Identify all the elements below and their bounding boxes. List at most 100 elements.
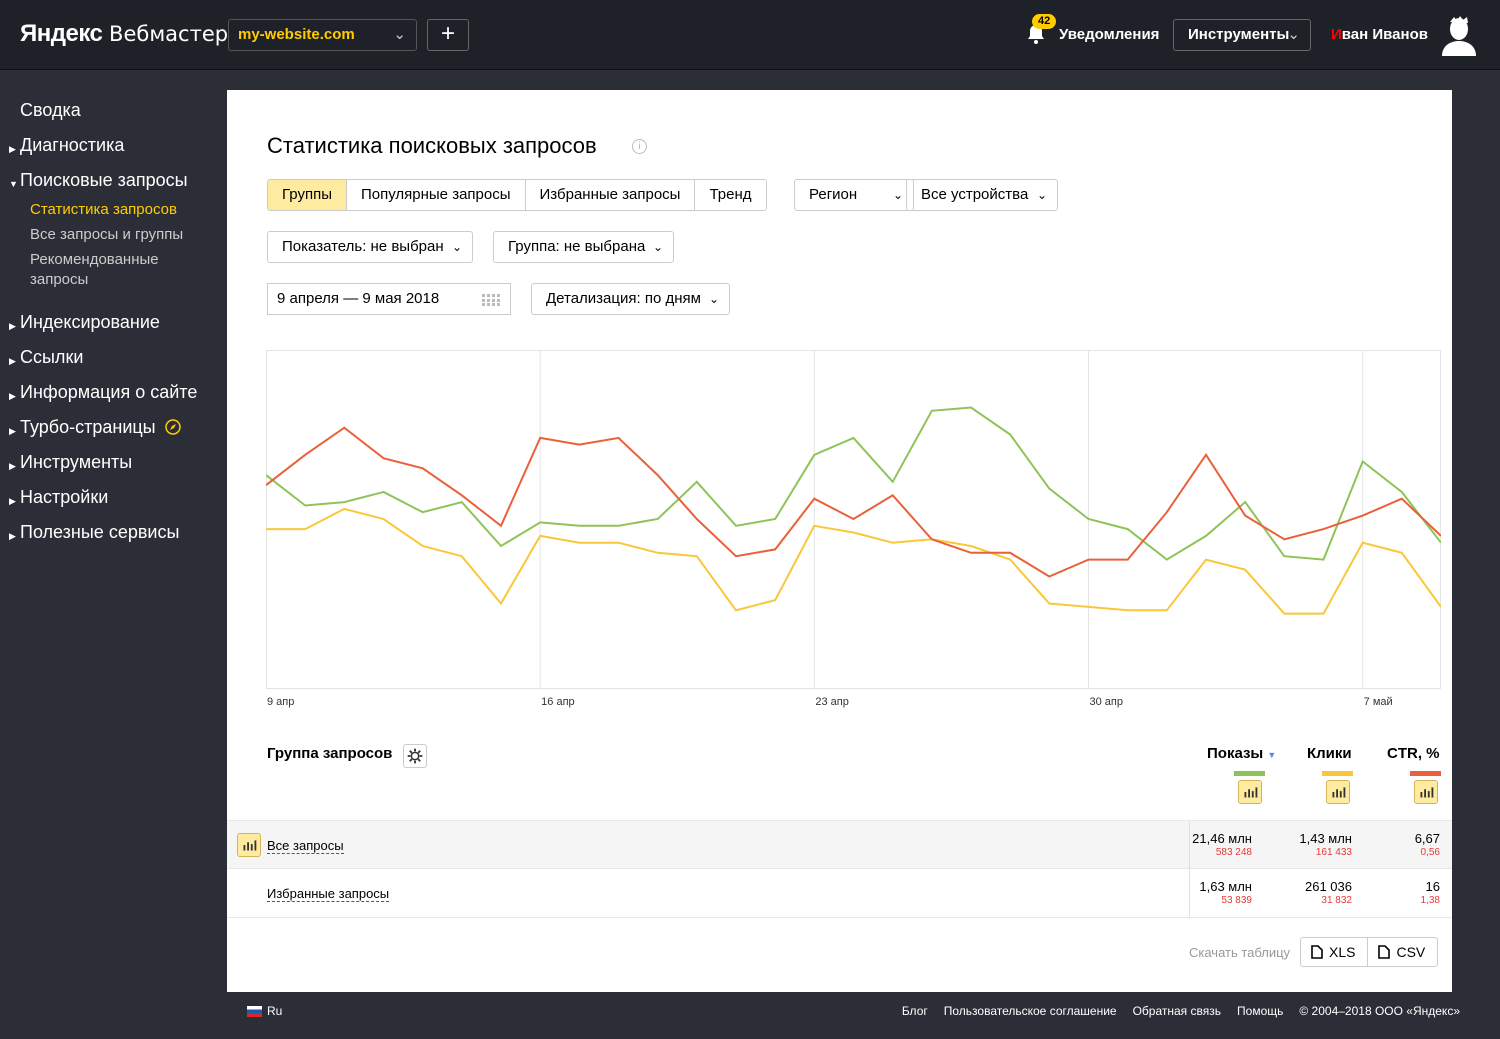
notifications-badge: 42 <box>1032 14 1057 29</box>
chart-toggle-clicks-icon[interactable] <box>1326 780 1350 804</box>
sidebar-subitem-recommended[interactable]: Рекомендованные запросы <box>30 251 159 288</box>
footer: Ru Блог Пользовательское соглашение Обра… <box>0 992 1500 1039</box>
series-line-2 <box>266 426 1441 578</box>
triangle-right-icon: ▶ <box>9 426 16 436</box>
region-dropdown[interactable]: Регион ⌄ <box>794 179 914 211</box>
tab-popular[interactable]: Популярные запросы <box>346 180 526 210</box>
chevron-down-icon: ⌄ <box>1287 26 1300 43</box>
x-tick-label: 30 апр <box>1090 696 1123 708</box>
plot-frame <box>266 350 1441 689</box>
table-row: Все запросы 21,46 млн 583 248 1,43 млн 161… <box>227 820 1452 869</box>
col-impressions-header[interactable]: Показы ▼ <box>1207 745 1277 762</box>
table-group-header: Группа запросов <box>267 745 393 762</box>
sidebar-item-settings[interactable]: ▶ Настройки <box>0 477 226 512</box>
cell-impressions: 1,63 млн 53 839 <box>1199 879 1252 906</box>
russia-flag-icon <box>247 1005 262 1017</box>
chart-toggle-row-icon[interactable] <box>237 833 261 857</box>
site-select[interactable]: my-website.com ⌄ <box>228 19 417 51</box>
triangle-right-icon: ▶ <box>9 356 16 366</box>
download-csv-button[interactable]: CSV <box>1368 938 1437 966</box>
line-chart[interactable]: 9 апр 16 апр 23 апр 30 апр 7 май <box>266 350 1441 730</box>
detail-dropdown[interactable]: Детализация: по дням ⌄ <box>531 283 730 315</box>
calendar-icon[interactable] <box>482 294 500 306</box>
avatar[interactable] <box>1440 14 1478 56</box>
footer-link-agreement[interactable]: Пользовательское соглашение <box>943 1004 1117 1018</box>
chevron-down-icon: ⌄ <box>393 26 406 43</box>
clicks-legend-line <box>1322 771 1353 776</box>
row-label-favorite-queries[interactable]: Избранные запросы <box>267 886 390 902</box>
sidebar-item-links[interactable]: ▶ Ссылки <box>0 337 226 372</box>
chart-toggle-ctr-icon[interactable] <box>1414 780 1438 804</box>
triangle-right-icon: ▶ <box>9 144 16 154</box>
chevron-down-icon: ⌄ <box>652 240 663 254</box>
column-divider <box>1189 869 1190 917</box>
devices-dropdown-label: Все устройства <box>921 186 1029 203</box>
cell-clicks: 1,43 млн 161 433 <box>1299 831 1352 858</box>
gear-icon[interactable] <box>403 744 427 768</box>
site-select-value: my-website.com <box>238 26 355 43</box>
chart-toggle-impressions-icon[interactable] <box>1238 780 1262 804</box>
tab-groups[interactable]: Группы <box>268 180 347 210</box>
row-label-all-queries[interactable]: Все запросы <box>267 838 344 854</box>
x-tick-label: 23 апр <box>815 696 848 708</box>
triangle-right-icon: ▶ <box>9 531 16 541</box>
sidebar-subitem-all-queries[interactable]: Все запросы и группы <box>30 226 184 243</box>
footer-links: Блог Пользовательское соглашение Обратна… <box>902 1004 1460 1018</box>
page-title: Статистика поисковых запросов <box>267 133 597 158</box>
chevron-down-icon: ⌄ <box>451 240 462 254</box>
sidebar-item-site-info[interactable]: ▶ Информация о сайте <box>0 372 226 407</box>
group-dropdown[interactable]: Группа: не выбрана ⌄ <box>493 231 674 263</box>
indicator-dropdown[interactable]: Показатель: не выбран ⌄ <box>267 231 473 263</box>
sidebar-item-search-queries[interactable]: ▼ Поисковые запросы <box>0 160 226 195</box>
sidebar: Сводка ▶ Диагностика ▼ Поисковые запросы С… <box>0 90 226 547</box>
notifications-link[interactable]: Уведомления <box>1059 26 1160 43</box>
footer-link-blog[interactable]: Блог <box>901 1004 928 1018</box>
tools-menu-button[interactable]: Инструменты ⌄ <box>1173 19 1311 51</box>
sidebar-item-diagnostics[interactable]: ▶ Диагностика <box>0 125 226 160</box>
sidebar-subitem-query-stats[interactable]: Статистика запросов <box>30 201 177 218</box>
footer-link-help[interactable]: Помощь <box>1237 1004 1284 1018</box>
indicator-dropdown-label: Показатель: не выбран <box>282 238 444 255</box>
sidebar-item-tools[interactable]: ▶ Инструменты <box>0 442 226 477</box>
sidebar-item-summary[interactable]: Сводка <box>20 100 81 120</box>
region-dropdown-label: Регион <box>809 186 858 203</box>
cell-clicks: 261 036 31 832 <box>1305 879 1352 906</box>
sidebar-item-useful-services[interactable]: ▶ Полезные сервисы <box>0 512 226 547</box>
x-tick-label: 7 май <box>1364 696 1393 708</box>
col-clicks-header[interactable]: Клики <box>1307 745 1352 762</box>
devices-dropdown[interactable]: Все устройства ⌄ <box>906 179 1058 211</box>
triangle-right-icon: ▶ <box>9 496 16 506</box>
x-tick-label: 9 апр <box>267 696 294 708</box>
footer-copyright: © 2004–2018 ООО «Яндекс» <box>1299 1004 1460 1018</box>
cell-impressions: 21,46 млн 583 248 <box>1192 831 1252 858</box>
sidebar-item-turbo[interactable]: ▶ Турбо-страницы <box>0 407 226 442</box>
triangle-right-icon: ▶ <box>9 461 16 471</box>
download-table-label: Скачать таблицу <box>1189 945 1291 960</box>
download-buttons: XLS CSV <box>1300 937 1439 967</box>
cell-ctr: 6,67 0,56 <box>1414 831 1440 858</box>
download-xls-button[interactable]: XLS <box>1301 938 1369 966</box>
date-range-input[interactable]: 9 апреля — 9 мая 2018 <box>267 283 511 315</box>
tab-favorites[interactable]: Избранные запросы <box>525 180 696 210</box>
file-icon <box>1378 945 1391 959</box>
add-site-button[interactable]: + <box>427 19 469 51</box>
tab-trend[interactable]: Тренд <box>695 180 766 210</box>
detail-dropdown-label: Детализация: по дням <box>546 290 701 307</box>
table-row: Избранные запросы 1,63 млн 53 839 261 036… <box>227 869 1452 918</box>
col-ctr-header[interactable]: CTR, % <box>1387 745 1440 762</box>
sort-down-icon: ▼ <box>1267 750 1277 760</box>
info-icon[interactable]: i <box>632 139 647 154</box>
group-dropdown-label: Группа: не выбрана <box>508 238 646 255</box>
column-divider <box>1189 821 1190 869</box>
logo[interactable]: Яндекс Вебмастер <box>20 20 229 47</box>
main-panel: Статистика поисковых запросов i Группы П… <box>227 90 1452 992</box>
sidebar-item-indexing[interactable]: ▶ Индексирование <box>0 302 226 337</box>
triangle-right-icon: ▶ <box>9 391 16 401</box>
tools-menu-label: Инструменты <box>1188 26 1290 43</box>
language-switcher[interactable]: Ru <box>247 1004 282 1018</box>
footer-link-feedback[interactable]: Обратная связь <box>1132 1004 1222 1018</box>
chevron-down-icon: ⌄ <box>708 292 719 306</box>
user-name[interactable]: Иван Иванов <box>1331 26 1428 43</box>
rocket-icon <box>164 419 181 435</box>
file-icon <box>1311 945 1323 959</box>
